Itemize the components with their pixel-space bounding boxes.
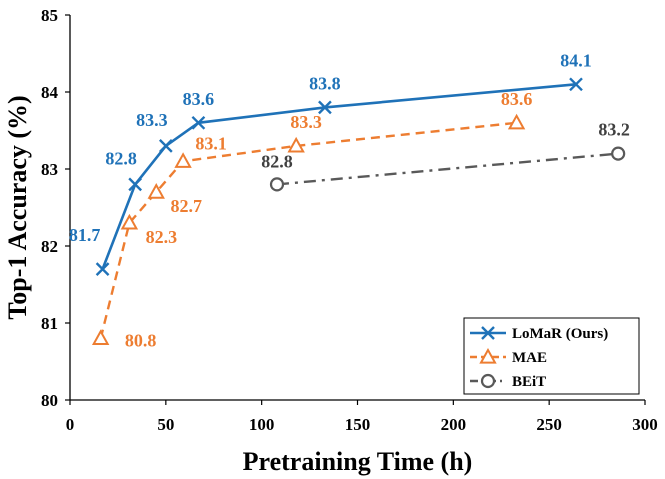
- marker-stroke: [158, 139, 173, 153]
- data-label-mae: 83.3: [290, 112, 322, 132]
- series-line-beit: [276, 152, 619, 186]
- data-point-lomar-ours: [128, 177, 143, 192]
- marker-stroke: [191, 115, 206, 130]
- data-point-mae: [287, 136, 305, 153]
- data-point-lomar-ours: [95, 262, 110, 276]
- legend-marker-beit: [480, 373, 496, 389]
- data-label-mae: 82.7: [171, 196, 203, 216]
- data-point-lomar-ours: [569, 77, 583, 92]
- data-label-lomar-ours: 81.7: [69, 225, 101, 245]
- legend-marker-mae: [479, 347, 497, 364]
- marker-stroke: [569, 77, 583, 92]
- data-label-beit: 82.8: [261, 151, 293, 171]
- series-line-lomar-ours: [101, 83, 577, 270]
- data-point-mae: [120, 213, 139, 230]
- data-point-lomar-ours: [158, 139, 173, 153]
- marker-stroke: [318, 100, 332, 115]
- series-line-mae: [99, 121, 517, 339]
- data-label-lomar-ours: 83.6: [183, 89, 215, 109]
- data-label-mae: 83.1: [195, 133, 227, 153]
- marker-stroke: [128, 177, 143, 192]
- y-tick-label: 84: [41, 83, 59, 102]
- legend-label-beit: BEiT: [512, 374, 546, 390]
- data-label-lomar-ours: 84.1: [560, 50, 592, 70]
- data-label-mae: 80.8: [125, 330, 157, 350]
- y-tick-label: 83: [41, 160, 58, 179]
- x-axis-title: Pretraining Time (h): [243, 447, 473, 476]
- legend-label-mae: MAE: [512, 350, 547, 366]
- data-point-beit: [611, 146, 626, 161]
- x-tick-label: 100: [249, 415, 275, 434]
- data-label-mae: 83.6: [501, 89, 533, 109]
- marker-stroke: [481, 326, 495, 340]
- x-tick-label: 200: [441, 415, 467, 434]
- data-label-lomar-ours: 83.8: [309, 73, 341, 93]
- x-tick-label: 50: [157, 415, 174, 434]
- data-label-beit: 83.2: [598, 120, 630, 140]
- marker-stroke: [95, 262, 110, 276]
- data-point-beit: [269, 177, 285, 192]
- data-point-mae: [147, 183, 165, 199]
- legend-marker-lomar-ours: [481, 326, 495, 340]
- legend-label-lomar-ours: LoMaR (Ours): [512, 326, 608, 342]
- data-label-mae: 82.3: [146, 227, 178, 247]
- data-point-mae: [91, 329, 110, 345]
- y-tick-label: 81: [41, 314, 58, 333]
- y-axis-title: Top-1 Accuracy (%): [3, 95, 32, 319]
- x-tick-label: 150: [345, 415, 371, 434]
- x-tick-label: 300: [632, 415, 658, 434]
- y-tick-label: 80: [41, 391, 58, 410]
- x-tick-label: 250: [536, 415, 562, 434]
- data-label-lomar-ours: 83.3: [136, 110, 168, 130]
- y-tick-label: 82: [41, 237, 58, 256]
- data-point-lomar-ours: [318, 100, 332, 115]
- data-label-lomar-ours: 82.8: [105, 148, 137, 168]
- data-point-mae: [174, 152, 192, 168]
- x-tick-label: 0: [66, 415, 75, 434]
- data-point-lomar-ours: [191, 115, 206, 130]
- y-tick-label: 85: [41, 6, 58, 25]
- data-point-mae: [507, 113, 526, 130]
